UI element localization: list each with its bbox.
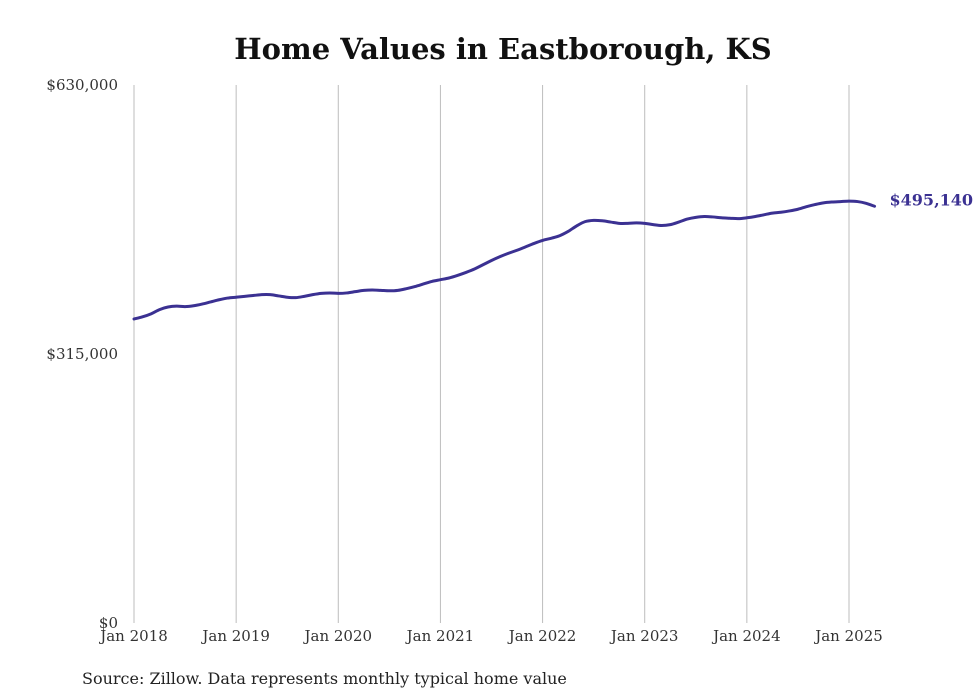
gridlines xyxy=(133,85,850,623)
x-tick-label-1: Jan 2019 xyxy=(200,627,270,645)
y-axis-ticks: $0 $315,000 $630,000 xyxy=(46,76,118,632)
x-tick-label-5: Jan 2023 xyxy=(609,627,679,645)
x-tick-label-3: Jan 2021 xyxy=(405,627,475,645)
x-tick-label-6: Jan 2024 xyxy=(711,627,781,645)
x-tick-label-4: Jan 2022 xyxy=(507,627,577,645)
y-tick-label-0: $0 xyxy=(99,614,118,632)
y-tick-label-1: $315,000 xyxy=(46,345,118,363)
series-layer: $495,140 xyxy=(132,190,974,321)
source-note: Source: Zillow. Data represents monthly … xyxy=(82,669,567,688)
x-tick-label-0: Jan 2018 xyxy=(98,627,168,645)
series-line-0 xyxy=(132,199,877,321)
chart-title: Home Values in Eastborough, KS xyxy=(234,32,771,66)
end-value-label-0: $495,140 xyxy=(890,190,974,209)
x-axis-ticks: Jan 2018 Jan 2019 Jan 2020 Jan 2021 Jan 2022… xyxy=(98,627,883,645)
x-tick-label-2: Jan 2020 xyxy=(303,627,373,645)
x-tick-label-7: Jan 2025 xyxy=(813,627,883,645)
y-tick-label-2: $630,000 xyxy=(46,76,118,94)
